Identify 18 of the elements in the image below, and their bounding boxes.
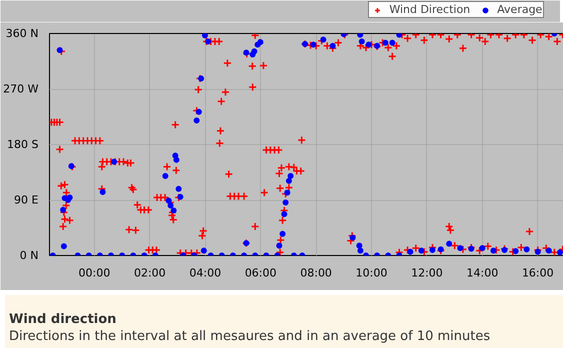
y-tick-label: 360 N bbox=[6, 27, 39, 40]
legend-label: Average bbox=[497, 3, 542, 16]
x-tick-label: 02:00 bbox=[134, 266, 166, 280]
x-tick-label: 16:00 bbox=[522, 266, 554, 280]
x-tick-label: 06:00 bbox=[244, 266, 277, 280]
legend-label: Wind Direction bbox=[389, 3, 470, 16]
x-tick-label: 04:00 bbox=[189, 266, 222, 280]
x-tick-label: 00:00 bbox=[78, 266, 110, 280]
x-tick-label: 08:00 bbox=[300, 266, 332, 280]
text: Wind direction bbox=[9, 311, 118, 328]
y-tick-label: 90 E bbox=[14, 194, 39, 206]
x-tick-label: 12:00 bbox=[411, 266, 443, 280]
y-tick-label: 180 S bbox=[7, 138, 39, 151]
text: Directions in the interval at all mesaures and in an average of 10 minutes bbox=[9, 328, 490, 345]
y-tick-label: 0 N bbox=[20, 249, 39, 262]
x-tick-label: 10:00 bbox=[356, 266, 388, 280]
x-tick-label: 14:00 bbox=[466, 266, 498, 280]
y-tick-label: 270 W bbox=[3, 82, 39, 96]
